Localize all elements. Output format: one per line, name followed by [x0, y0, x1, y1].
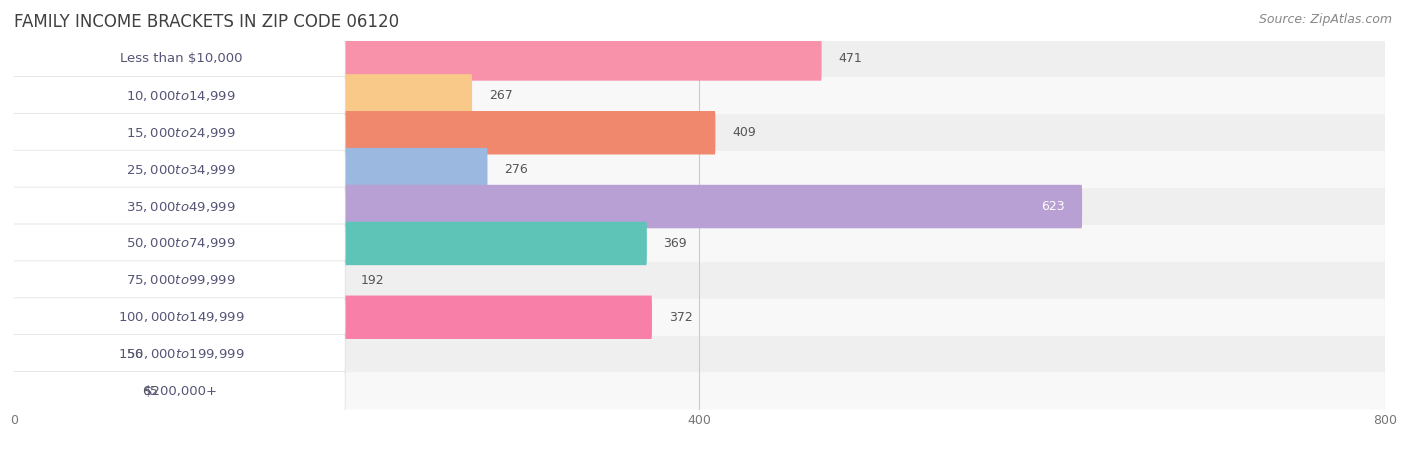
- Text: $35,000 to $49,999: $35,000 to $49,999: [127, 199, 236, 214]
- Text: $25,000 to $34,999: $25,000 to $34,999: [127, 162, 236, 177]
- Text: 56: 56: [127, 348, 143, 360]
- FancyBboxPatch shape: [14, 225, 1385, 262]
- Text: $50,000 to $74,999: $50,000 to $74,999: [127, 236, 236, 251]
- FancyBboxPatch shape: [14, 373, 1385, 410]
- FancyBboxPatch shape: [10, 261, 346, 300]
- FancyBboxPatch shape: [14, 111, 716, 154]
- Text: FAMILY INCOME BRACKETS IN ZIP CODE 06120: FAMILY INCOME BRACKETS IN ZIP CODE 06120: [14, 13, 399, 31]
- FancyBboxPatch shape: [14, 299, 1385, 336]
- FancyBboxPatch shape: [14, 262, 1385, 299]
- FancyBboxPatch shape: [14, 259, 343, 302]
- Text: Less than $10,000: Less than $10,000: [120, 53, 242, 65]
- FancyBboxPatch shape: [14, 148, 488, 191]
- Text: $10,000 to $14,999: $10,000 to $14,999: [127, 89, 236, 103]
- Text: 267: 267: [489, 90, 512, 102]
- Text: 369: 369: [664, 237, 688, 250]
- FancyBboxPatch shape: [14, 114, 1385, 151]
- Text: $75,000 to $99,999: $75,000 to $99,999: [127, 273, 236, 288]
- FancyBboxPatch shape: [10, 40, 346, 78]
- Text: Source: ZipAtlas.com: Source: ZipAtlas.com: [1258, 14, 1392, 27]
- Text: $15,000 to $24,999: $15,000 to $24,999: [127, 126, 236, 140]
- FancyBboxPatch shape: [14, 336, 1385, 373]
- Text: 409: 409: [733, 126, 756, 139]
- FancyBboxPatch shape: [10, 224, 346, 263]
- Text: $150,000 to $199,999: $150,000 to $199,999: [118, 347, 245, 361]
- FancyBboxPatch shape: [14, 188, 1385, 225]
- FancyBboxPatch shape: [14, 369, 127, 413]
- FancyBboxPatch shape: [14, 185, 1083, 228]
- FancyBboxPatch shape: [14, 296, 652, 339]
- FancyBboxPatch shape: [10, 187, 346, 226]
- Text: 623: 623: [1040, 200, 1064, 213]
- FancyBboxPatch shape: [14, 40, 1385, 77]
- FancyBboxPatch shape: [10, 113, 346, 152]
- Text: 372: 372: [669, 311, 692, 324]
- FancyBboxPatch shape: [14, 37, 821, 81]
- FancyBboxPatch shape: [14, 74, 472, 117]
- Text: 192: 192: [360, 274, 384, 287]
- FancyBboxPatch shape: [14, 77, 1385, 114]
- Text: 276: 276: [505, 163, 527, 176]
- FancyBboxPatch shape: [14, 222, 647, 265]
- Text: 471: 471: [838, 53, 862, 65]
- FancyBboxPatch shape: [10, 150, 346, 189]
- FancyBboxPatch shape: [10, 335, 346, 374]
- FancyBboxPatch shape: [10, 372, 346, 410]
- FancyBboxPatch shape: [10, 298, 346, 337]
- Text: $200,000+: $200,000+: [145, 385, 218, 397]
- FancyBboxPatch shape: [14, 151, 1385, 188]
- FancyBboxPatch shape: [10, 76, 346, 115]
- FancyBboxPatch shape: [14, 333, 111, 376]
- Text: $100,000 to $149,999: $100,000 to $149,999: [118, 310, 245, 324]
- Text: 65: 65: [142, 385, 159, 397]
